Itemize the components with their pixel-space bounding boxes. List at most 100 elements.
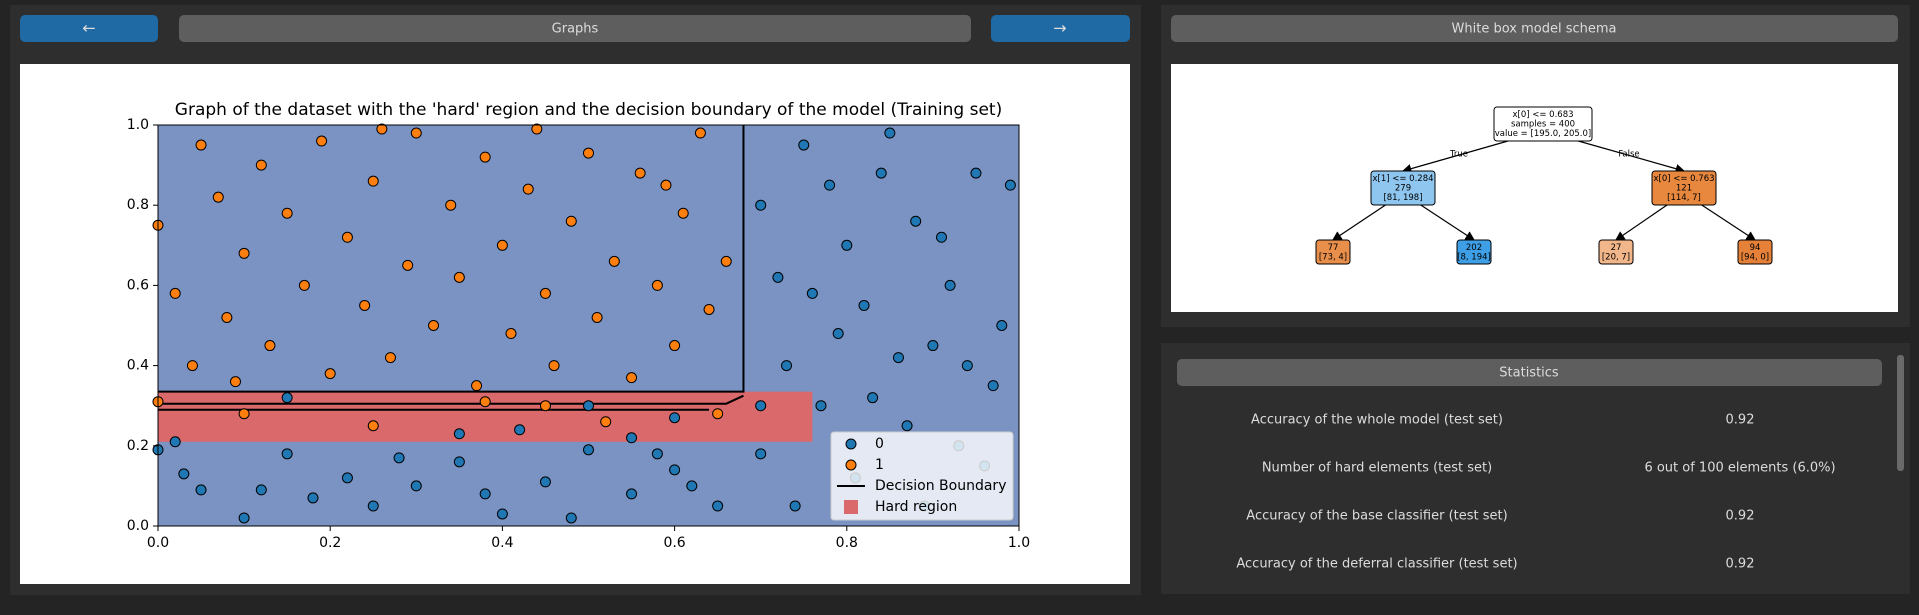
point: [445, 199, 457, 211]
tree-node: [1370, 170, 1436, 206]
point: [169, 436, 181, 448]
point: [600, 416, 612, 428]
chart-title: Graph of the dataset with the 'hard' reg…: [175, 100, 1002, 120]
next-button[interactable]: [991, 15, 1130, 42]
point: [195, 484, 207, 496]
title-bar: [179, 15, 971, 42]
point: [583, 444, 594, 456]
point: [781, 360, 793, 372]
point: [238, 247, 250, 259]
point: [927, 340, 939, 352]
point: [944, 279, 956, 291]
point: [815, 400, 827, 412]
next-label[interactable]: →: [1053, 19, 1066, 38]
tree-edge: [1615, 204, 1668, 241]
point: [212, 191, 224, 203]
stat-value: 0.92: [1726, 509, 1755, 524]
edge-label: False: [1618, 150, 1639, 160]
tree-edge: [1701, 204, 1757, 241]
tree-node: [1737, 239, 1773, 265]
point: [608, 255, 620, 267]
point: [264, 340, 276, 352]
point: [195, 139, 207, 151]
tree-node: [1598, 239, 1634, 265]
prev-button[interactable]: [20, 15, 158, 42]
node-text: 279: [1395, 184, 1411, 194]
point: [410, 127, 422, 139]
point: [720, 255, 732, 267]
point: [669, 464, 681, 476]
stats: Accuracy of the whole model (test set) 0.…: [1236, 413, 1835, 572]
x-tick-label: 1.0: [1008, 535, 1030, 551]
x-tick-label: 0.8: [836, 535, 858, 551]
point: [471, 380, 483, 392]
point: [522, 183, 534, 195]
point: [626, 372, 638, 384]
point: [479, 396, 491, 408]
decision-boundary: [158, 394, 744, 405]
point: [281, 392, 293, 404]
legend-swatch: [844, 500, 858, 514]
point: [832, 328, 844, 340]
point: [755, 400, 767, 412]
legend-marker: [845, 438, 857, 450]
x-tick-label: 0.4: [491, 535, 513, 551]
stat-label: Number of hard elements (test set): [1262, 461, 1492, 476]
point: [1004, 179, 1016, 191]
point: [359, 299, 371, 311]
point: [651, 448, 663, 460]
point: [884, 127, 896, 139]
tree-edge: [1578, 140, 1686, 174]
node-text: [73, 4]: [1319, 252, 1347, 262]
point: [255, 484, 267, 496]
point: [178, 468, 190, 480]
point: [772, 271, 784, 283]
node-text: 27: [1611, 243, 1622, 253]
point: [712, 500, 724, 512]
stat-label: Accuracy of the deferral classifier (tes…: [1236, 557, 1517, 572]
node-text: samples = 400: [1511, 120, 1575, 130]
node-text: x[1] <= 0.284: [1372, 174, 1433, 184]
x-tick-label: 0.2: [319, 535, 341, 551]
title-label: Graphs: [552, 22, 599, 37]
axes-frame: [157, 124, 1020, 527]
point: [367, 175, 379, 187]
point: [806, 287, 818, 299]
stat-label: Accuracy of the base classifier (test se…: [1246, 509, 1507, 524]
point: [367, 500, 379, 512]
node-text: [8, 194]: [1457, 252, 1491, 262]
point: [651, 279, 663, 291]
point: [169, 287, 181, 299]
point: [626, 432, 638, 444]
tree-edge: [1401, 140, 1509, 174]
point: [453, 428, 465, 440]
legend-marker: [845, 459, 857, 471]
prev-label[interactable]: ←: [82, 19, 95, 38]
stat-value: 0.92: [1726, 413, 1755, 428]
point: [453, 271, 465, 283]
point: [496, 239, 508, 251]
node-text: [114, 7]: [1667, 193, 1701, 203]
point: [505, 328, 517, 340]
point: [496, 508, 508, 520]
point: [255, 159, 267, 171]
node-text: 77: [1328, 243, 1339, 253]
point: [539, 476, 551, 488]
tree-canvas: [1171, 64, 1898, 312]
point: [789, 500, 801, 512]
stat-label: Accuracy of the whole model (test set): [1251, 413, 1503, 428]
point: [384, 352, 396, 364]
node-text: x[0] <= 0.763: [1653, 174, 1714, 184]
tree-header: [1171, 15, 1898, 42]
node-text: [94, 0]: [1741, 252, 1769, 262]
y-tick-label: 0.2: [127, 438, 149, 454]
point: [479, 488, 491, 500]
point: [798, 139, 810, 151]
point: [341, 472, 353, 484]
point: [875, 167, 887, 179]
scrollbar[interactable]: [1897, 355, 1904, 471]
tree-header-label: White box model schema: [1452, 22, 1617, 37]
legend-label: 0: [875, 436, 884, 452]
tree-edge: [1332, 204, 1386, 241]
